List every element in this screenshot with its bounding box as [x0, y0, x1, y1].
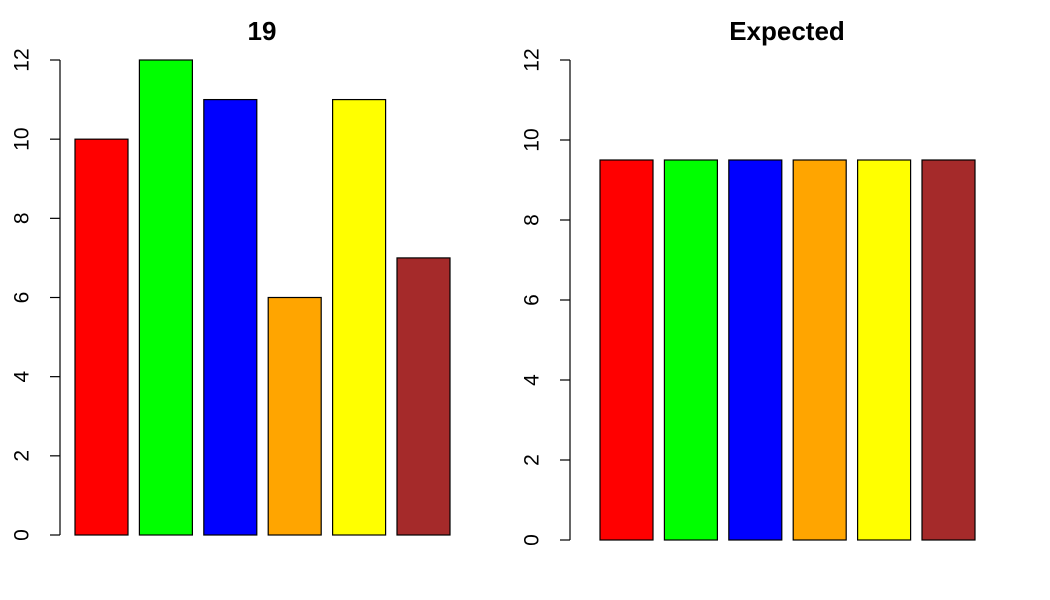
- y-tick-label: 10: [11, 127, 34, 150]
- bar-group: [599, 159, 976, 541]
- y-tick-label: 4: [521, 374, 544, 386]
- bar-red: [599, 159, 654, 541]
- y-tick-label: 2: [521, 454, 544, 466]
- bar-brown: [396, 257, 451, 536]
- bar-yellow: [856, 159, 912, 541]
- chart-title: Expected: [729, 16, 845, 46]
- y-tick-label: 6: [521, 294, 544, 306]
- bar-blue: [728, 159, 783, 541]
- y-tick-label: 0: [11, 529, 34, 541]
- bar-orange: [792, 159, 847, 541]
- chart-panel-expected: Expected 0 2 4 6 8 10 12: [521, 16, 976, 546]
- y-tick-label: 4: [11, 371, 34, 383]
- bar-orange: [267, 296, 322, 536]
- y-axis: 0 2 4 6 8 10 12: [11, 48, 61, 541]
- bar-red: [74, 138, 129, 536]
- bar-green: [663, 159, 719, 541]
- bar-green: [138, 59, 193, 536]
- y-tick-label: 0: [521, 534, 544, 546]
- y-tick-label: 12: [521, 48, 544, 71]
- y-tick-label: 12: [11, 48, 34, 71]
- y-tick-label: 6: [11, 292, 34, 304]
- bar-brown: [921, 159, 976, 541]
- y-tick-label: 2: [11, 450, 34, 462]
- bar-yellow: [332, 98, 387, 536]
- y-tick-label: 10: [521, 128, 544, 151]
- bar-group: [74, 59, 451, 536]
- y-axis: 0 2 4 6 8 10 12: [521, 48, 571, 546]
- chart-title: 19: [248, 16, 277, 46]
- y-tick-label: 8: [521, 214, 544, 226]
- y-tick-label: 8: [11, 212, 34, 224]
- bar-blue: [203, 98, 258, 536]
- chart-panel-observed: 19 0 2 4 6 8 10 12: [11, 16, 451, 541]
